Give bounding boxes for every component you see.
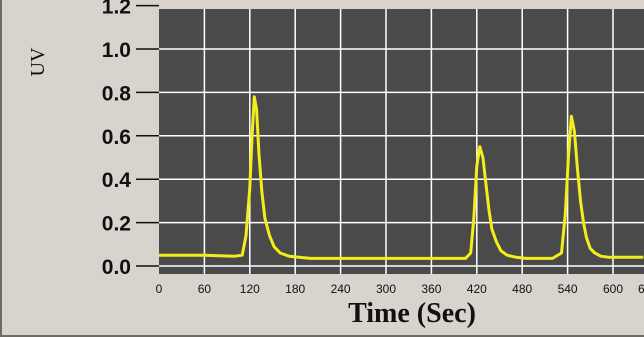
y-tick-label: 0.4 — [102, 169, 132, 192]
x-tick-label: 60 — [198, 282, 212, 296]
y-axis-label: UV — [27, 47, 49, 76]
x-tick-label: 240 — [331, 282, 351, 296]
y-tick-label: 1.0 — [102, 39, 131, 62]
x-tick-label: 600 — [603, 282, 623, 296]
x-tick-label: 120 — [240, 282, 260, 296]
y-axis-ticks: 0.0 0.2 0.4 0.6 0.8 1.0 1.2 — [102, 0, 159, 279]
uv-series-line — [159, 95, 644, 260]
x-tick-label: 360 — [421, 282, 441, 296]
x-tick-label: 300 — [376, 282, 396, 296]
y-tick-label: 0.0 — [102, 256, 131, 279]
x-tick-label: 6 — [638, 282, 644, 296]
y-tick-label: 0.2 — [102, 213, 131, 236]
y-tick-label: 0.8 — [102, 82, 132, 105]
x-tick-label: 180 — [285, 282, 305, 296]
x-tick-label: 420 — [467, 282, 487, 296]
x-tick-label: 480 — [512, 282, 532, 296]
y-tick-label: 0.6 — [102, 126, 131, 149]
grid-lines — [159, 9, 644, 274]
x-axis-ticks: 0 60 120 180 240 300 360 420 480 540 600 6 — [156, 282, 644, 296]
y-tick-label: 1.2 — [102, 0, 131, 19]
x-axis-label: Time (Sec) — [348, 298, 476, 329]
x-tick-label: 0 — [156, 282, 163, 296]
x-tick-label: 540 — [558, 282, 578, 296]
